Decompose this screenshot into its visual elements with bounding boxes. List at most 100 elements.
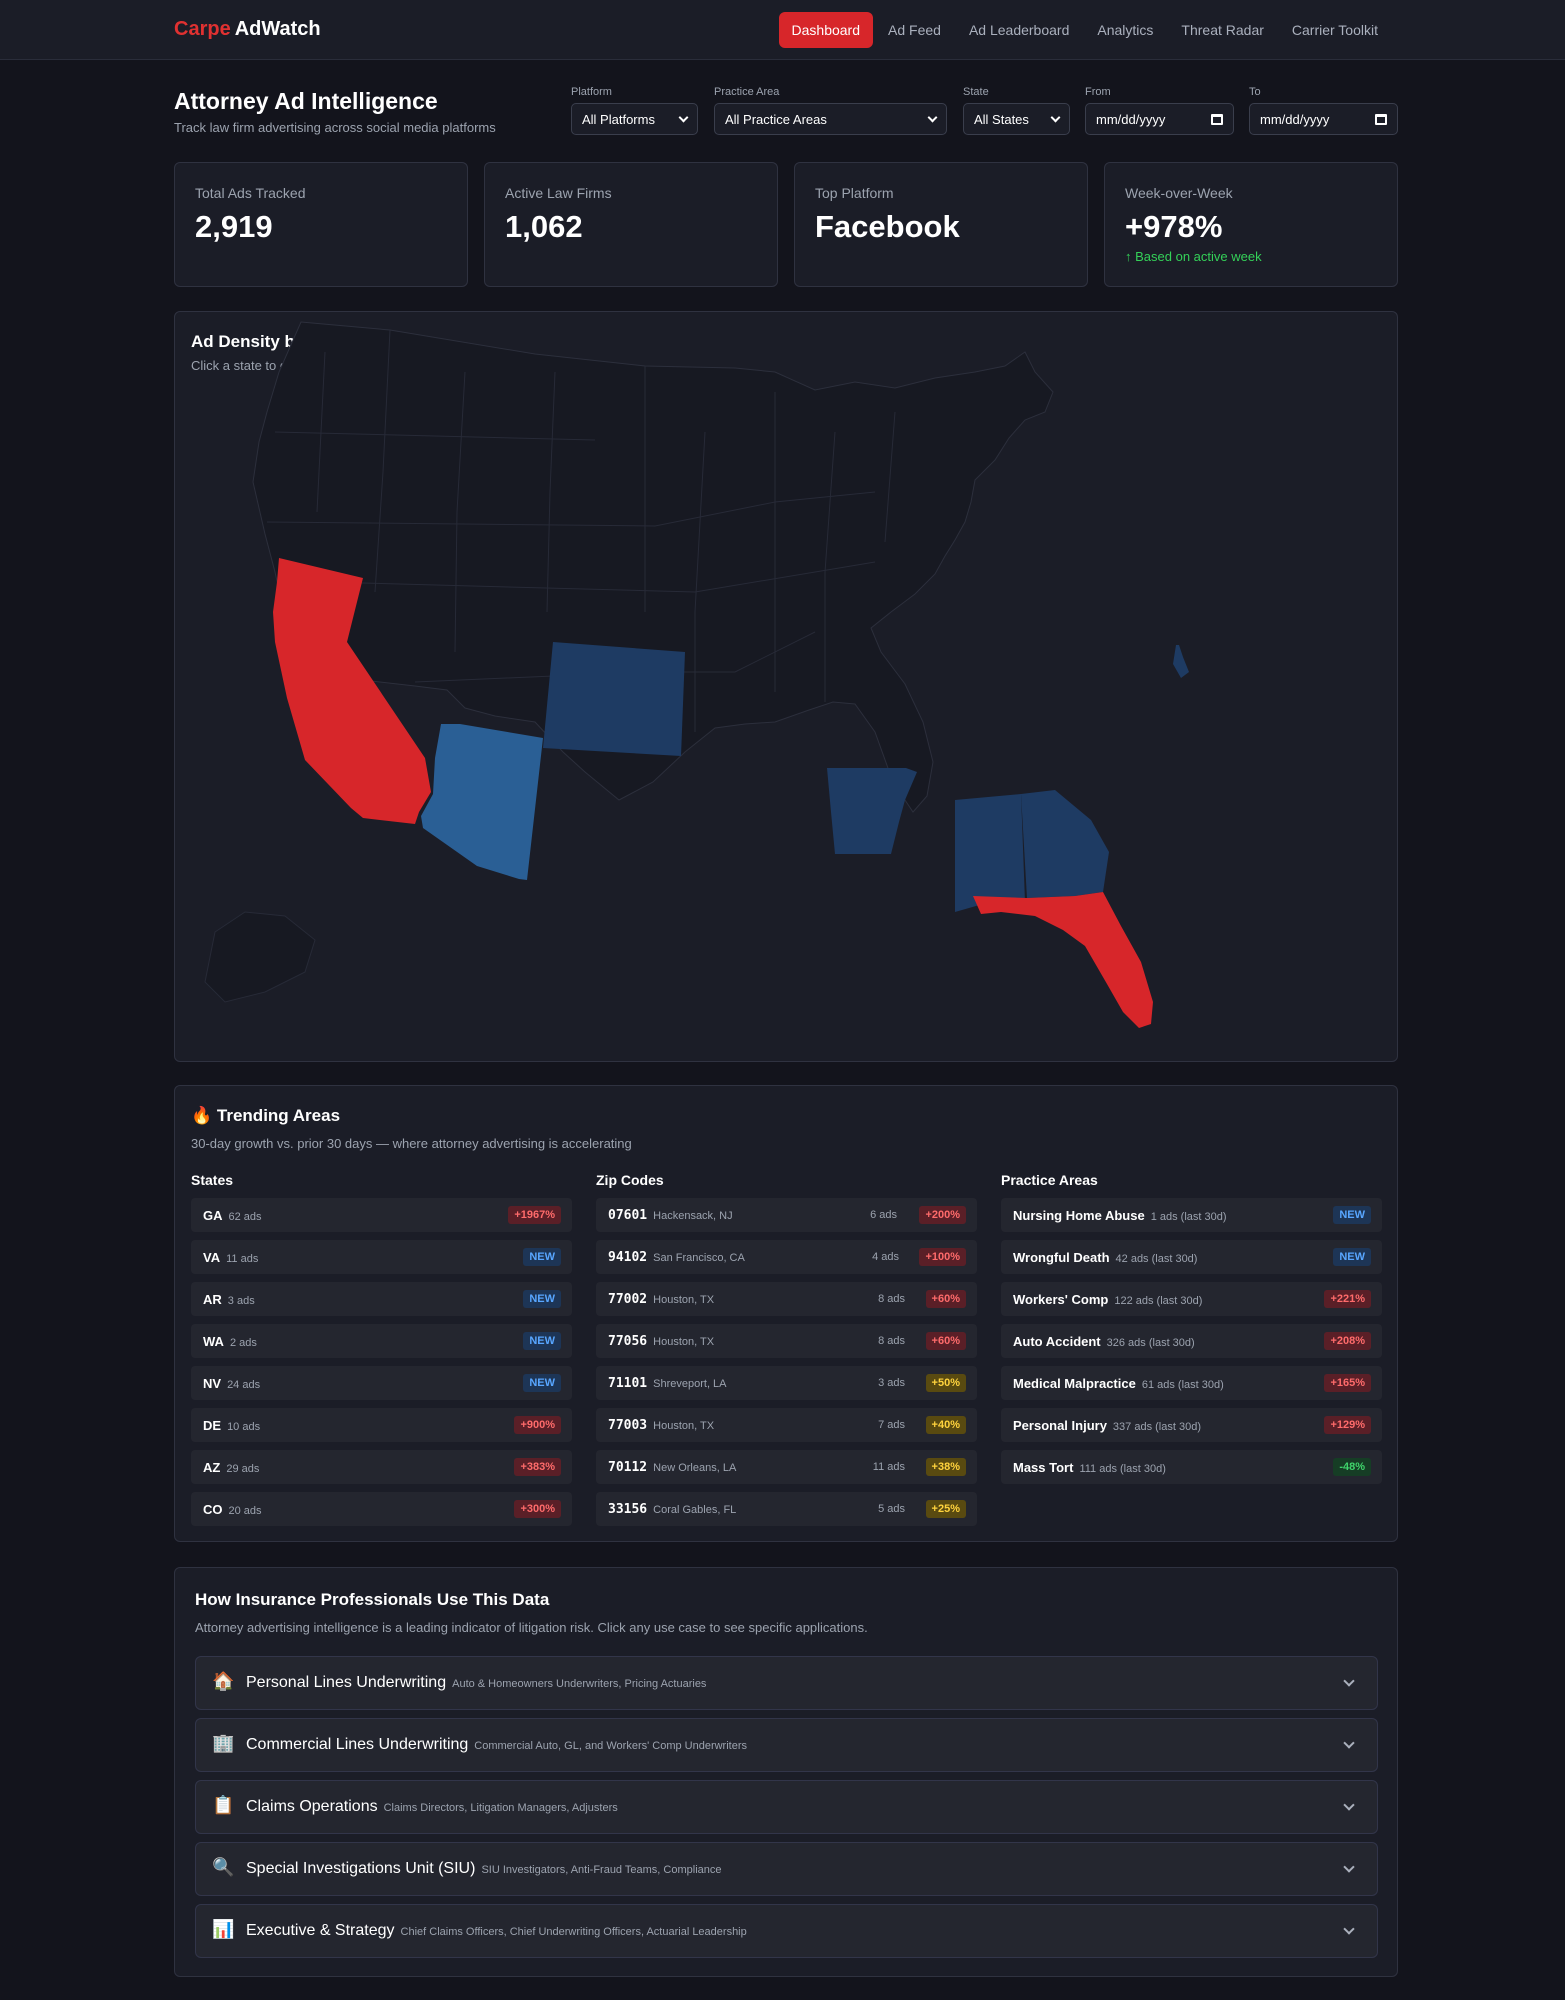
trending-practice-row[interactable]: Nursing Home Abuse 1 ads (last 30d) NEW (1001, 1198, 1382, 1232)
us-state-map[interactable] (175, 312, 1399, 1063)
state-ga[interactable] (1021, 790, 1109, 898)
practice-name: Wrongful Death (1013, 1250, 1110, 1265)
trending-zip-row[interactable]: 77002 Houston, TX 8 ads +60% (596, 1282, 977, 1316)
brand-logo[interactable]: Carpe AdWatch (174, 18, 321, 41)
zip-city: Coral Gables, FL (653, 1504, 737, 1516)
use-case-title: Personal Lines Underwriting (246, 1674, 447, 1691)
use-case-commercial-lines[interactable]: 🏢 Commercial Lines Underwriting Commercial… (195, 1718, 1378, 1772)
state-select-value: All States (974, 111, 1029, 127)
chevron-down-icon (927, 112, 938, 122)
trending-state-row[interactable]: VA 11 ads NEW (191, 1240, 572, 1274)
nav-carrier-toolkit[interactable]: Carrier Toolkit (1291, 22, 1378, 38)
trending-zip-row[interactable]: 77003 Houston, TX 7 ads +40% (596, 1408, 977, 1442)
use-case-personal-lines[interactable]: 🏠 Personal Lines Underwriting Auto & Homeo… (195, 1656, 1378, 1710)
practice-ad-count: 1 ads (last 30d) (1150, 1211, 1227, 1223)
state-de[interactable] (1173, 645, 1189, 678)
new-badge: NEW (523, 1290, 561, 1308)
trending-state-row[interactable]: CO 20 ads +300% (191, 1492, 572, 1526)
chevron-down-icon (1343, 1675, 1355, 1687)
calendar-icon[interactable] (1211, 113, 1223, 125)
practice-ad-count: 326 ads (last 30d) (1106, 1337, 1195, 1349)
trending-state-row[interactable]: DE 10 ads +900% (191, 1408, 572, 1442)
state-ad-count: 20 ads (228, 1505, 262, 1517)
stat-label: Total Ads Tracked (195, 185, 306, 201)
nav-ad-leaderboard[interactable]: Ad Leaderboard (968, 22, 1070, 38)
trending-state-row[interactable]: AZ 29 ads +383% (191, 1450, 572, 1484)
state-filter: State All States (963, 86, 1070, 135)
trending-state-row[interactable]: WA 2 ads NEW (191, 1324, 572, 1358)
top-navbar: Carpe AdWatch Dashboard Ad Feed Ad Leader… (0, 0, 1565, 60)
to-date-input[interactable]: mm/dd/yyyy (1249, 103, 1398, 135)
zip-code: 33156 (608, 1502, 648, 1517)
platform-filter: Platform All Platforms (571, 86, 698, 135)
state-al[interactable] (955, 794, 1025, 912)
stat-label: Week-over-Week (1125, 185, 1233, 201)
growth-badge: +300% (514, 1500, 561, 1518)
state-code: VA (203, 1250, 221, 1265)
practice-area-select[interactable]: All Practice Areas (714, 103, 947, 135)
trending-practice-row[interactable]: Auto Accident 326 ads (last 30d) +208% (1001, 1324, 1382, 1358)
use-case-roles: Claims Directors, Litigation Managers, A… (383, 1802, 618, 1814)
state-code: NV (203, 1376, 222, 1391)
state-co[interactable] (543, 642, 685, 756)
zip-city: Houston, TX (653, 1420, 715, 1432)
use-cases-subtitle: Attorney advertising intelligence is a l… (195, 1620, 868, 1635)
nav-ad-feed[interactable]: Ad Feed (888, 22, 941, 38)
use-case-executive-strategy[interactable]: 📊 Executive & Strategy Chief Claims Office… (195, 1904, 1378, 1958)
practice-area-select-value: All Practice Areas (725, 111, 827, 127)
trending-practice-row[interactable]: Workers' Comp 122 ads (last 30d) +221% (1001, 1282, 1382, 1316)
platform-select[interactable]: All Platforms (571, 103, 698, 135)
growth-badge: +1967% (508, 1206, 561, 1224)
new-badge: NEW (1333, 1206, 1371, 1224)
growth-badge: +25% (925, 1500, 966, 1518)
trending-state-row[interactable]: AR 3 ads NEW (191, 1282, 572, 1316)
from-date-input[interactable]: mm/dd/yyyy (1085, 103, 1234, 135)
stat-card-week-over-week: Week-over-Week +978% ↑ Based on active w… (1104, 162, 1398, 287)
nav-analytics[interactable]: Analytics (1097, 22, 1154, 38)
zip-ad-count: 7 ads (878, 1419, 905, 1431)
new-badge: NEW (1333, 1248, 1371, 1266)
stat-value: 1,062 (505, 209, 583, 244)
use-case-siu[interactable]: 🔍 Special Investigations Unit (SIU) SIU In… (195, 1842, 1378, 1896)
trending-zip-row[interactable]: 71101 Shreveport, LA 3 ads +50% (596, 1366, 977, 1400)
trending-practice-row[interactable]: Wrongful Death 42 ads (last 30d) NEW (1001, 1240, 1382, 1274)
zip-ad-count: 11 ads (872, 1461, 905, 1473)
zip-ad-count: 6 ads (870, 1209, 897, 1221)
calendar-icon[interactable] (1375, 113, 1387, 125)
us-map-outline (252, 321, 1054, 813)
trending-zip-row[interactable]: 33156 Coral Gables, FL 5 ads +25% (596, 1492, 977, 1526)
trending-zip-row[interactable]: 77056 Houston, TX 8 ads +60% (596, 1324, 977, 1358)
trending-zip-row[interactable]: 70112 New Orleans, LA 11 ads +38% (596, 1450, 977, 1484)
use-case-claims-operations[interactable]: 📋 Claims Operations Claims Directors, Liti… (195, 1780, 1378, 1834)
zip-ad-count: 8 ads (878, 1293, 905, 1305)
nav-threat-radar[interactable]: Threat Radar (1181, 22, 1264, 38)
state-code: DE (203, 1418, 222, 1433)
practice-name: Nursing Home Abuse (1013, 1208, 1145, 1223)
state-ca[interactable] (273, 558, 431, 824)
clipboard-icon: 📋 (212, 1795, 235, 1815)
trending-practice-row[interactable]: Medical Malpractice 61 ads (last 30d) +165… (1001, 1366, 1382, 1400)
practice-area-filter: Practice Area All Practice Areas (714, 86, 947, 135)
zip-codes-column-title: Zip Codes (596, 1172, 664, 1188)
trending-state-row[interactable]: NV 24 ads NEW (191, 1366, 572, 1400)
trending-zip-row[interactable]: 07601 Hackensack, NJ 6 ads +200% (596, 1198, 977, 1232)
trending-practice-row[interactable]: Mass Tort 111 ads (last 30d) -48% (1001, 1450, 1382, 1484)
chevron-down-icon (1343, 1737, 1355, 1749)
state-ad-count: 29 ads (226, 1463, 260, 1475)
page-subtitle: Track law firm advertising across social… (174, 120, 496, 135)
state-ar[interactable] (827, 768, 917, 854)
growth-badge: +221% (1324, 1290, 1371, 1308)
state-fl[interactable] (973, 892, 1153, 1028)
state-az[interactable] (421, 724, 543, 880)
state-select[interactable]: All States (963, 103, 1070, 135)
zip-code: 71101 (608, 1376, 648, 1391)
main-nav: Dashboard Ad Feed Ad Leaderboard Analyti… (777, 12, 1391, 48)
state-ad-count: 24 ads (227, 1379, 261, 1391)
trending-state-row[interactable]: GA 62 ads +1967% (191, 1198, 572, 1232)
practice-name: Medical Malpractice (1013, 1376, 1136, 1391)
trending-practice-row[interactable]: Personal Injury 337 ads (last 30d) +129% (1001, 1408, 1382, 1442)
stat-value: 2,919 (195, 209, 273, 244)
zip-code: 77003 (608, 1418, 648, 1433)
trending-zip-row[interactable]: 94102 San Francisco, CA 4 ads +100% (596, 1240, 977, 1274)
nav-dashboard[interactable]: Dashboard (778, 12, 874, 48)
